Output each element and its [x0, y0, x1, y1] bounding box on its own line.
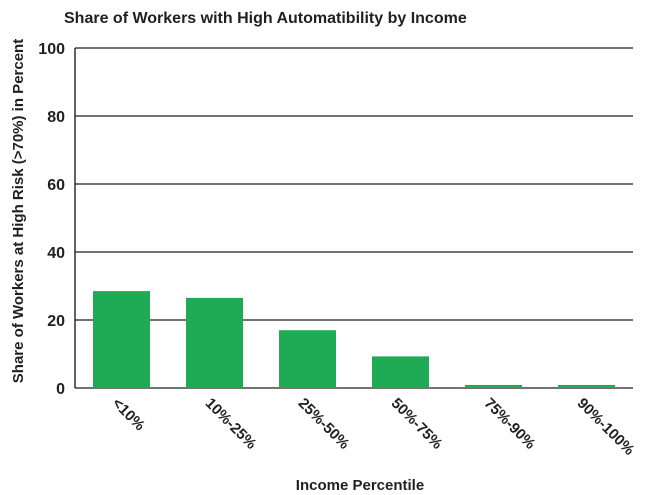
y-tick-label: 20 [47, 313, 65, 330]
x-category-label: 25%-50% [295, 395, 353, 453]
gridlines [75, 47, 633, 389]
x-category-label: 10%-25% [202, 395, 260, 453]
bar-4 [465, 384, 522, 388]
x-category-label: 90%-100% [574, 395, 638, 459]
x-category-label: <10% [109, 395, 148, 434]
x-axis-title: Income Percentile [296, 477, 424, 494]
bar-3 [372, 356, 429, 388]
y-tick-labels: 0 20 40 60 80 100 [38, 41, 65, 398]
y-tick-label: 0 [56, 381, 65, 398]
chart-title: Share of Workers with High Automatibilit… [64, 10, 467, 27]
bar-2 [279, 330, 336, 388]
bar-0 [93, 291, 150, 388]
x-category-label: 75%-90% [481, 395, 539, 453]
y-tick-label: 60 [47, 177, 65, 194]
y-axis-title: Share of Workers at High Risk (>70%) in … [10, 39, 27, 383]
bar-5 [558, 384, 615, 388]
y-tick-label: 40 [47, 245, 65, 262]
x-category-label: 50%-75% [388, 395, 446, 453]
y-tick-label: 80 [47, 109, 65, 126]
bars [93, 291, 615, 388]
y-tick-label: 100 [38, 41, 65, 58]
x-category-labels: <10% 10%-25% 25%-50% 50%-75% 75%-90% 90%-100% [109, 395, 638, 459]
bar-1 [186, 297, 243, 388]
